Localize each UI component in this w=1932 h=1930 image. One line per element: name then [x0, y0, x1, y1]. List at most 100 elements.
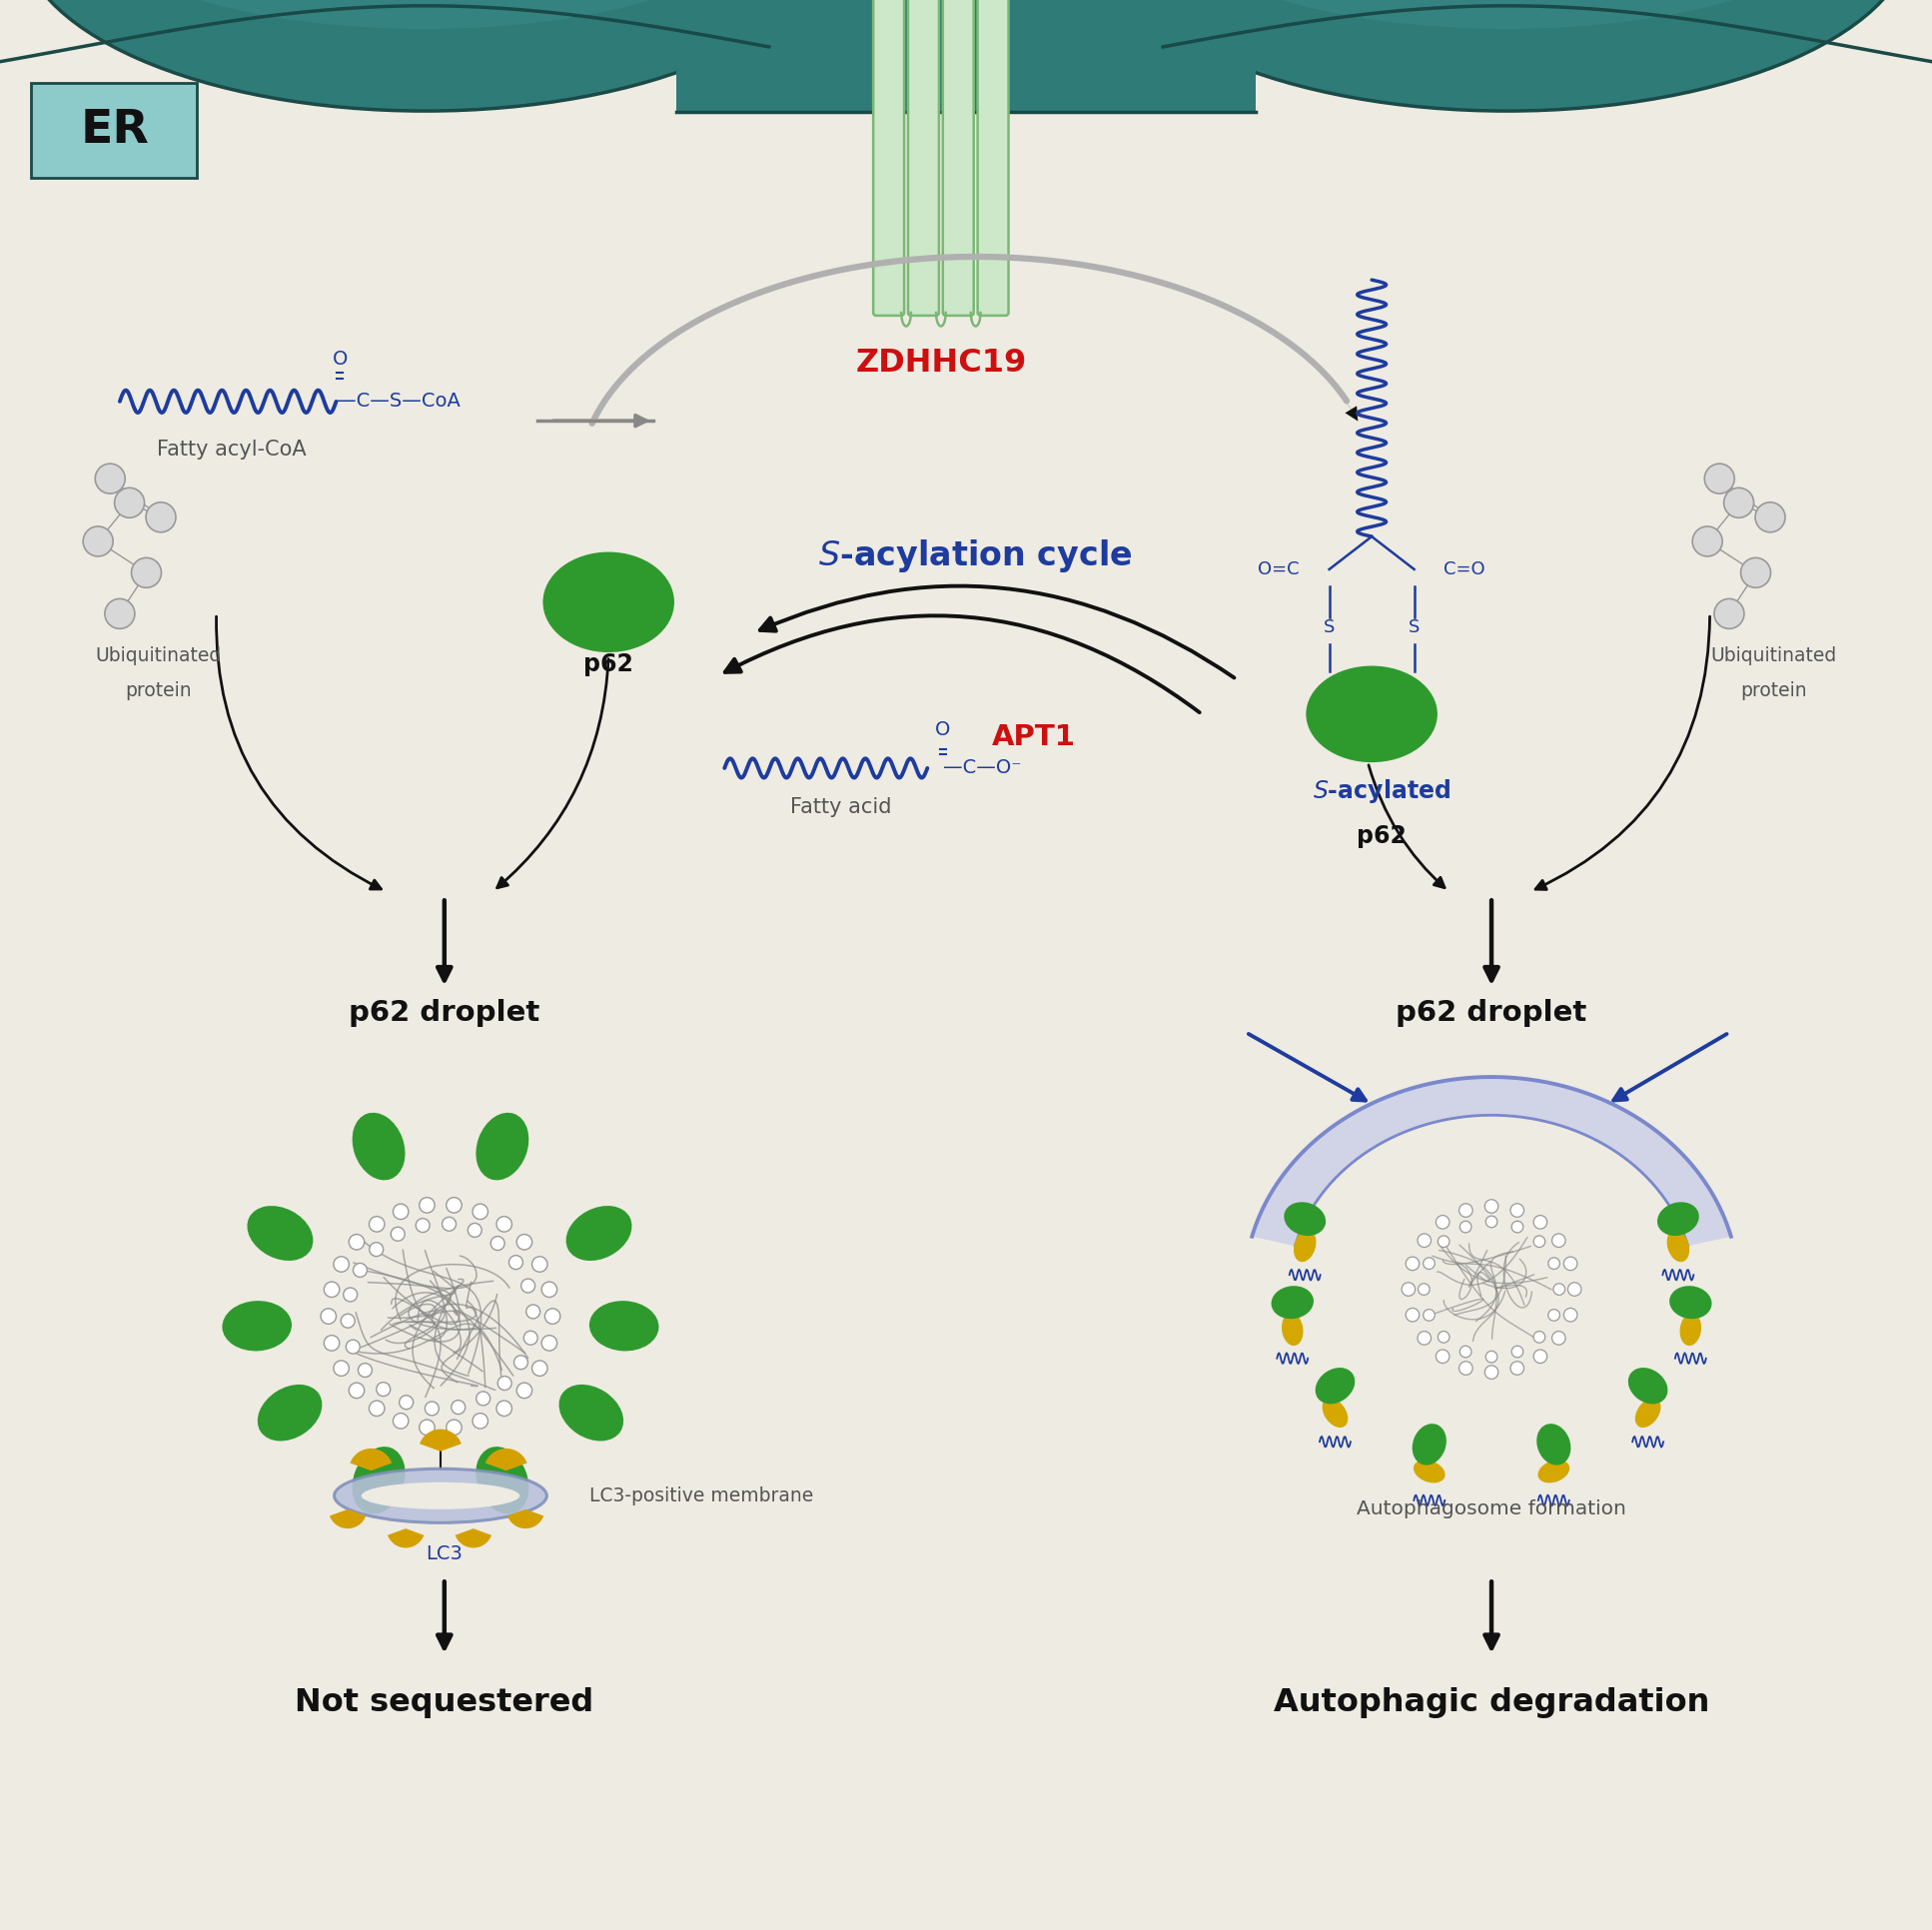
Circle shape: [1461, 1222, 1472, 1233]
Circle shape: [147, 502, 176, 533]
Text: LC3-positive membrane: LC3-positive membrane: [589, 1486, 813, 1505]
Ellipse shape: [352, 1114, 406, 1179]
Circle shape: [522, 1280, 535, 1293]
Circle shape: [392, 1204, 408, 1220]
FancyArrowPatch shape: [1368, 764, 1445, 888]
Ellipse shape: [1658, 1202, 1698, 1235]
Wedge shape: [485, 1448, 527, 1471]
Circle shape: [531, 1256, 547, 1272]
Circle shape: [1534, 1332, 1546, 1343]
Circle shape: [1403, 1282, 1414, 1297]
Circle shape: [1418, 1233, 1432, 1247]
Circle shape: [1511, 1345, 1522, 1357]
Ellipse shape: [222, 1301, 292, 1351]
Circle shape: [452, 1401, 466, 1415]
Text: protein: protein: [126, 681, 191, 701]
Ellipse shape: [475, 1114, 529, 1179]
Ellipse shape: [334, 1469, 547, 1523]
Ellipse shape: [1538, 1459, 1569, 1482]
Text: $\it{S}$-acylated: $\it{S}$-acylated: [1312, 778, 1451, 805]
Circle shape: [354, 1262, 367, 1278]
Text: Autophagosome formation: Autophagosome formation: [1356, 1500, 1627, 1519]
Circle shape: [1461, 1345, 1472, 1357]
Circle shape: [541, 1282, 556, 1297]
Polygon shape: [1252, 1077, 1731, 1247]
Ellipse shape: [1306, 666, 1437, 762]
Ellipse shape: [19, 0, 831, 110]
Circle shape: [473, 1413, 489, 1428]
Circle shape: [531, 1361, 547, 1376]
Ellipse shape: [352, 1448, 406, 1513]
Circle shape: [1435, 1349, 1449, 1363]
Circle shape: [369, 1401, 384, 1417]
Ellipse shape: [1414, 1459, 1445, 1482]
Circle shape: [1723, 488, 1754, 517]
Circle shape: [1534, 1216, 1548, 1229]
Circle shape: [346, 1339, 359, 1353]
Text: ER: ER: [81, 108, 149, 152]
Circle shape: [1406, 1256, 1420, 1270]
Ellipse shape: [1179, 0, 1835, 29]
Wedge shape: [388, 1529, 423, 1548]
Text: —C—O⁻: —C—O⁻: [943, 758, 1022, 778]
Circle shape: [1424, 1309, 1435, 1320]
Circle shape: [497, 1216, 512, 1231]
Circle shape: [468, 1224, 481, 1237]
Circle shape: [334, 1361, 350, 1376]
Circle shape: [1511, 1222, 1522, 1233]
Text: Ubiquitinated: Ubiquitinated: [95, 647, 222, 666]
Ellipse shape: [1101, 0, 1913, 110]
Ellipse shape: [1285, 1202, 1325, 1235]
Circle shape: [1548, 1258, 1559, 1270]
Circle shape: [425, 1401, 439, 1415]
Ellipse shape: [1412, 1424, 1447, 1465]
Wedge shape: [508, 1509, 543, 1529]
Circle shape: [446, 1197, 462, 1212]
Circle shape: [514, 1355, 527, 1370]
Circle shape: [114, 488, 145, 517]
Circle shape: [1756, 502, 1785, 533]
Circle shape: [350, 1382, 365, 1397]
Text: Ubiquitinated: Ubiquitinated: [1710, 647, 1837, 666]
Ellipse shape: [566, 1206, 632, 1260]
FancyBboxPatch shape: [943, 0, 974, 315]
Circle shape: [400, 1395, 413, 1409]
Text: C=O: C=O: [1443, 560, 1486, 579]
Ellipse shape: [1629, 1368, 1667, 1403]
Text: O: O: [332, 349, 348, 369]
Ellipse shape: [543, 552, 674, 652]
Circle shape: [446, 1420, 462, 1436]
Text: Not sequestered: Not sequestered: [296, 1687, 593, 1718]
FancyArrowPatch shape: [497, 658, 609, 888]
Circle shape: [1563, 1256, 1577, 1270]
Ellipse shape: [1294, 1229, 1316, 1262]
Text: p62: p62: [1356, 824, 1406, 847]
Wedge shape: [350, 1448, 392, 1471]
Circle shape: [419, 1420, 435, 1436]
Circle shape: [497, 1401, 512, 1417]
Circle shape: [1418, 1283, 1430, 1295]
Text: S: S: [1323, 618, 1335, 637]
Wedge shape: [456, 1529, 491, 1548]
Circle shape: [1486, 1351, 1497, 1363]
Circle shape: [377, 1382, 390, 1395]
Ellipse shape: [247, 1206, 313, 1260]
Text: ZDHHC19: ZDHHC19: [856, 347, 1026, 378]
Circle shape: [491, 1237, 504, 1251]
Text: O: O: [935, 720, 951, 739]
Ellipse shape: [558, 1384, 624, 1442]
Circle shape: [1563, 1309, 1577, 1322]
Circle shape: [1511, 1204, 1524, 1218]
Circle shape: [419, 1197, 435, 1212]
Circle shape: [1551, 1332, 1565, 1345]
FancyBboxPatch shape: [873, 0, 904, 315]
Wedge shape: [419, 1428, 462, 1451]
Text: $\it{S}$-acylation cycle: $\it{S}$-acylation cycle: [819, 537, 1132, 575]
Ellipse shape: [1536, 1424, 1571, 1465]
Ellipse shape: [1679, 1312, 1702, 1345]
Circle shape: [1437, 1332, 1449, 1343]
Circle shape: [545, 1309, 560, 1324]
Ellipse shape: [1281, 1312, 1304, 1345]
Circle shape: [350, 1235, 365, 1251]
Wedge shape: [330, 1509, 365, 1529]
